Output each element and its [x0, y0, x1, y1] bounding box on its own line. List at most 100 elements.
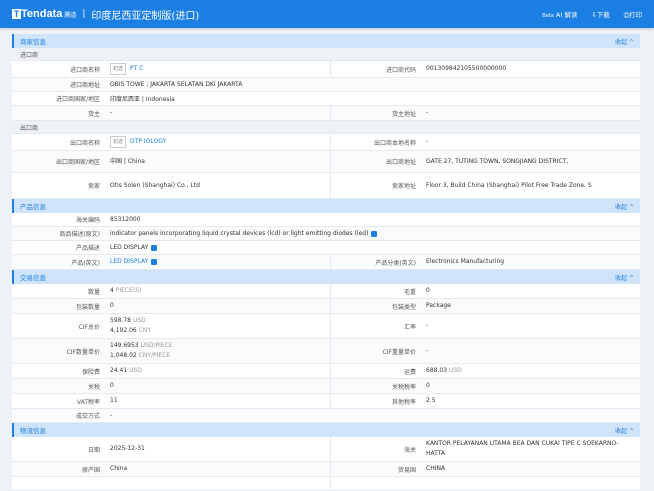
- field-value: CHINA: [426, 465, 446, 472]
- field-value: Otis Solen (Shanghai) Co., Ltd: [110, 181, 200, 189]
- field-value: -: [426, 109, 429, 116]
- field-value: 0: [426, 382, 430, 389]
- translate-icon[interactable]: [371, 230, 378, 237]
- field-value-cell: KANTOR PELAYANAN UTAMA BEA DAN CUKAI TIP…: [421, 437, 640, 461]
- table-row: 商品描述(原文) indicator panels incorporating l…: [12, 227, 640, 241]
- field-value: 印度尼西亚 | Indonesia: [110, 96, 175, 103]
- detail-panel: 商家信息 收起 ^ 进口商 进口商名称 初选 PT C 进口商代码 0013098421055…: [12, 34, 640, 491]
- table-row: [12, 477, 640, 491]
- unit: USD: [132, 317, 146, 324]
- field-value-cell: indicator panels incorporating liquid cr…: [105, 227, 640, 240]
- field-label: 关税税率: [330, 379, 421, 393]
- field-value-cell: 2.5: [421, 394, 640, 408]
- field-value: 85312000: [110, 216, 141, 223]
- field-value-cell: Otis Solen (Shanghai) Co., Ltd: [105, 173, 330, 198]
- print-button[interactable]: ⎙打印: [623, 10, 642, 19]
- field-value[interactable]: OTP IOLOGY: [130, 138, 167, 145]
- top-bar: T Tendata 腾道 | 印度尼西亚定制版(进口) Beta AI 解读 ⇩下载…: [0, 0, 654, 28]
- field-value-cell: 印度尼西亚 | Indonesia: [105, 92, 640, 105]
- field-label: 出口商国家/地区: [55, 159, 100, 166]
- table-row: CIF总价 598.78 USD 4,192.06 CNY 汇率 -: [12, 314, 640, 339]
- table-row: 出口商国家/地区 中国 | China 出口商地址 GATE 27, TUTING T…: [12, 151, 640, 173]
- unit: USD/PIECE: [140, 342, 173, 349]
- table-row: CIF数量单价 149.6953 USD/PIECE 1,048.02 CNY/PI…: [12, 339, 640, 364]
- field-value-cell: -: [421, 134, 640, 150]
- collapse-button[interactable]: 收起 ^: [615, 427, 634, 435]
- table-row: 进口商名称 初选 PT C 进口商代码 001309842105500000000: [12, 61, 640, 78]
- field-value: Package: [426, 302, 451, 309]
- field-value: -: [426, 347, 429, 354]
- field-value-cny: 4,192.06: [110, 327, 137, 334]
- unit: CNY/PIECE: [138, 352, 171, 359]
- collapse-button[interactable]: 收起 ^: [615, 274, 634, 282]
- field-value: 24.41: [110, 367, 128, 374]
- section-title: 物流信息: [20, 427, 46, 435]
- field-label: [330, 477, 421, 490]
- field-label: 包装类型: [330, 299, 421, 313]
- field-label: 产品(英文): [71, 259, 100, 267]
- field-value[interactable]: LED DISPLAY: [110, 258, 149, 265]
- field-label: 进口商名称: [69, 66, 100, 74]
- field-value: 11: [110, 397, 118, 404]
- field-value-cell: 24.41 USD: [105, 364, 330, 378]
- field-label: 进口商地址: [69, 82, 100, 89]
- field-value: 001309842105500000000: [426, 65, 507, 72]
- field-value: indicator panels incorporating liquid cr…: [110, 230, 369, 237]
- field-value: -: [110, 109, 113, 116]
- table-row: 进口商国家/地区 印度尼西亚 | Indonesia: [12, 92, 640, 106]
- field-value-cell: -: [105, 409, 640, 422]
- field-value-cell: Package: [421, 299, 640, 313]
- field-value-cell: 4 PIECE(S): [105, 284, 330, 298]
- field-value-cell: Floor 3, Build China (Shanghai) Pilot Fr…: [421, 173, 640, 198]
- table-row: 包装数量 0 包装类型 Package: [12, 299, 640, 314]
- field-label: 进口商代码: [330, 61, 421, 77]
- section-title: 商家信息: [20, 38, 46, 46]
- field-value-cell: -: [421, 339, 640, 363]
- table-row: 产品(英文) LED DISPLAY 产品分类(英文) Electronics Man…: [12, 255, 640, 270]
- table-row: VAT税率 11 其他税率 2.5: [12, 394, 640, 409]
- collapse-button[interactable]: 收起 ^: [615, 203, 634, 211]
- download-button[interactable]: ⇩下载: [591, 10, 610, 19]
- unit: PIECE(S): [115, 287, 142, 294]
- field-value: GATE 27, TUTING TOWN, SONGJIANG DISTRICT…: [426, 157, 569, 165]
- field-value: OBIS TOWE ; JAKARTA SELATAN DKI JAKARTA: [110, 81, 243, 88]
- table-row: 数量 4 PIECE(S) 毛重 0: [12, 284, 640, 299]
- field-label: 卖家地址: [330, 173, 421, 198]
- field-value-cell: 初选 PT C: [105, 61, 330, 77]
- field-value: 0: [110, 302, 114, 309]
- field-value-cell: [421, 477, 640, 490]
- field-label: 商品描述(原文): [59, 231, 100, 238]
- field-label: 出口商地址: [330, 151, 421, 172]
- table-row: 出口商名称 初选 OTP IOLOGY 出口商本地名称 -: [12, 134, 640, 151]
- table-row: 产品描述 LED DISPLAY: [12, 241, 640, 255]
- section-title: 产品信息: [20, 203, 46, 211]
- field-value-cell: 0: [421, 379, 640, 393]
- field-value-cell: GATE 27, TUTING TOWN, SONGJIANG DISTRICT…: [421, 151, 640, 172]
- collapse-button[interactable]: 收起 ^: [615, 38, 634, 46]
- tendata-logo: T Tendata 腾道: [12, 8, 77, 20]
- ai-interpret-button[interactable]: Beta AI 解读: [542, 10, 578, 19]
- table-row: 海关编码 85312000: [12, 213, 640, 227]
- field-label: 进口商国家/地区: [55, 96, 100, 103]
- translate-icon[interactable]: [151, 244, 158, 251]
- download-icon: ⇩: [591, 10, 597, 19]
- field-label: 其他税率: [330, 394, 421, 408]
- section-header: 物流信息 收起 ^: [12, 423, 640, 437]
- field-value-cell: 688.03 USD: [421, 364, 640, 378]
- subsection-header: 出口商: [12, 121, 640, 134]
- field-value[interactable]: PT C: [130, 65, 144, 72]
- unit: USD: [448, 367, 462, 374]
- table-row: 进口商地址 OBIS TOWE ; JAKARTA SELATAN DKI JAK…: [12, 78, 640, 92]
- field-value: -: [426, 138, 429, 145]
- field-value-cell: 2025-12-31: [105, 437, 330, 461]
- field-label: 货主: [87, 110, 100, 118]
- table-row: 保险费 24.41 USD 运费 688.03 USD: [12, 364, 640, 379]
- field-label: 日期: [87, 446, 100, 454]
- field-label: CIF数量单价: [66, 348, 100, 356]
- field-value-cell: -: [421, 314, 640, 338]
- field-label: 数量: [87, 288, 100, 296]
- field-label: VAT税率: [76, 398, 100, 406]
- table-row: 货主 - 货主地址 -: [12, 106, 640, 121]
- field-label: 货主地址: [330, 106, 421, 120]
- translate-icon[interactable]: [151, 258, 158, 265]
